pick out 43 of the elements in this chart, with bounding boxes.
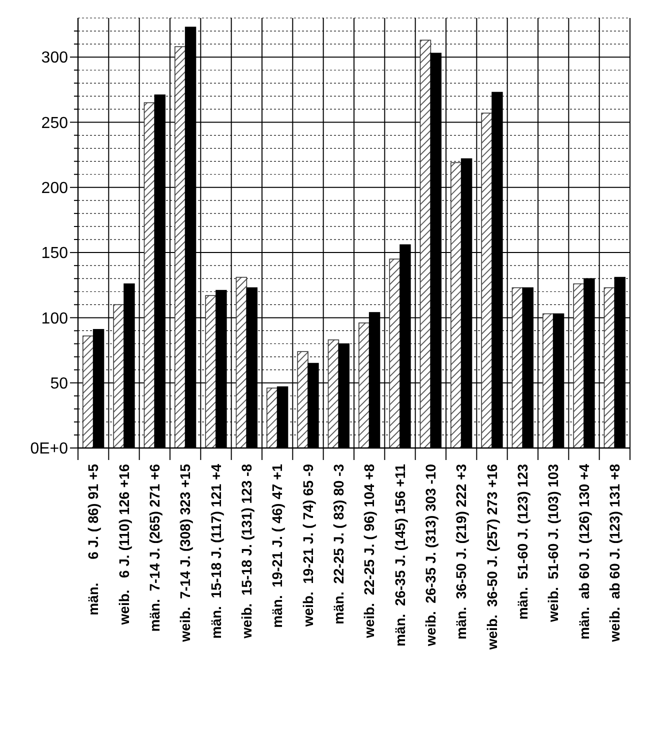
x-tick-label: män. 7-14 J. (265) 271 +6 <box>146 464 163 632</box>
y-tick-label: 300 <box>41 50 68 67</box>
y-tick-label: 200 <box>41 180 68 197</box>
y-tick-label: 0E+0 <box>30 440 68 458</box>
x-tick-label: weib. 26-35 J. (313) 303 -10 <box>422 464 439 648</box>
x-tick-label: weib. ab 60 J. (123) 131 +8 <box>606 464 623 643</box>
x-tick-label: män. 51-60 J. (123) 123 <box>514 464 531 620</box>
bar <box>144 102 156 448</box>
x-tick-label: weib. 6 J. (110) 126 +16 <box>116 464 132 626</box>
bar <box>82 336 94 448</box>
x-tick-label: män. 19-21 J. ( 46) 47 +1 <box>269 464 286 628</box>
bar <box>266 388 278 448</box>
bar <box>450 162 462 448</box>
y-tick-label: 50 <box>50 375 68 392</box>
bar <box>420 40 432 448</box>
x-tick-label: weib. 7-14 J. (308) 323 +15 <box>177 464 194 643</box>
x-tick-label: män. ab 60 J. (126) 130 +4 <box>576 464 592 640</box>
x-tick-label: män. 6 J. ( 86) 91 +5 <box>85 464 102 616</box>
bar <box>512 287 524 448</box>
bar <box>542 313 554 448</box>
x-tick-label: weib. 51-60 J. (103) 103 <box>545 464 562 623</box>
x-tick-label: män. 15-18 J. (117) 121 +4 <box>208 464 224 639</box>
bar <box>328 339 340 448</box>
bar <box>113 304 124 448</box>
x-tick-label: män. 36-50 J. (219) 222 +3 <box>453 464 470 640</box>
x-tick-label: män. 22-25 J. ( 83) 80 -3 <box>330 464 347 624</box>
y-tick-label: 100 <box>41 310 68 328</box>
bar <box>174 46 186 448</box>
bar <box>573 283 584 448</box>
x-tick-label: män. 26-35 J. (145) 156 +11 <box>392 464 408 647</box>
bar <box>297 351 308 448</box>
x-tick-label: weib. 19-21 J. ( 74) 65 -9 <box>300 464 316 628</box>
bar <box>205 295 216 448</box>
y-tick-label: 150 <box>41 245 68 262</box>
bar <box>481 112 492 448</box>
bar <box>604 287 616 448</box>
x-tick-label: weib. 36-50 J. (257) 273 +16 <box>484 464 500 651</box>
x-tick-label: weib. 15-18 J. (131) 123 -8 <box>238 464 255 640</box>
bar <box>389 258 400 448</box>
bar <box>236 276 248 448</box>
x-tick-label: weib. 22-25 J. ( 96) 104 +8 <box>361 464 378 639</box>
y-tick-label: 250 <box>41 114 68 132</box>
bar <box>358 322 370 448</box>
